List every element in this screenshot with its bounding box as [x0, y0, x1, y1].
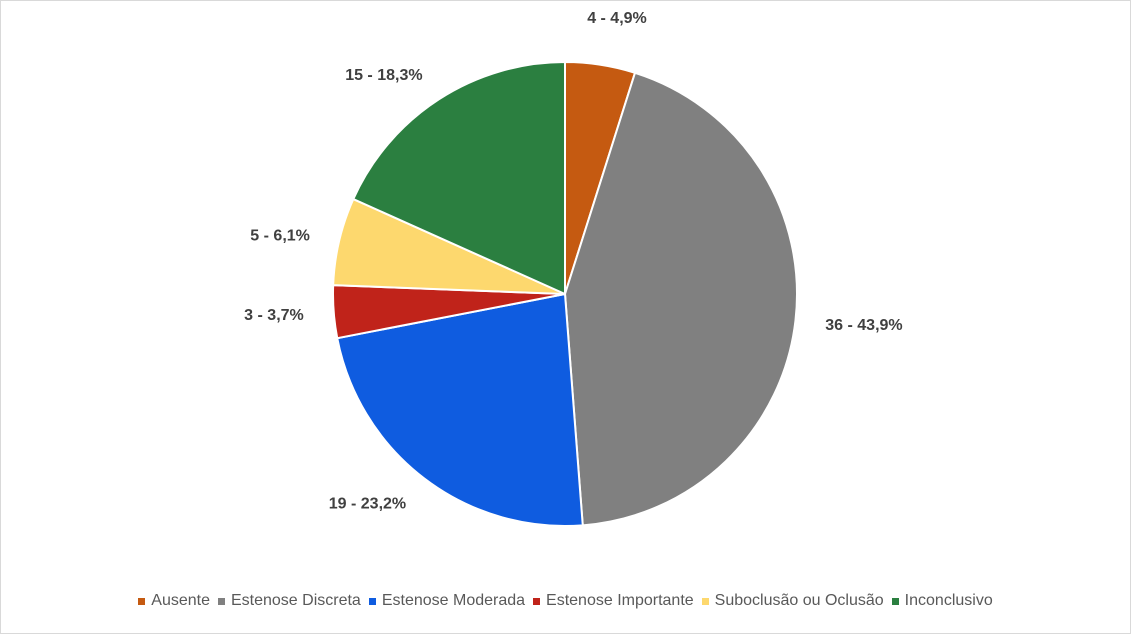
legend-label: Estenose Importante — [546, 592, 694, 609]
data-label-ausente: 4 - 4,9% — [587, 10, 647, 27]
data-labels: 4 - 4,9% 36 - 43,9% 19 - 23,2% 3 - 3,7% 5 - … — [244, 10, 902, 512]
legend-item-estenose-moderada: Estenose Moderada — [368, 592, 526, 610]
legend-item-inconclusivo: Inconclusivo — [891, 592, 993, 610]
legend-swatch — [217, 597, 225, 605]
data-label-inconclusivo: 15 - 18,3% — [345, 67, 422, 84]
legend: Ausente Estenose Discreta Estenose Moderad… — [0, 592, 1131, 610]
pie-slice-inconclusivo — [351, 60, 566, 296]
data-label-suboclusao-ou-oclusao: 5 - 6,1% — [250, 227, 310, 244]
legend-label: Estenose Moderada — [381, 592, 526, 609]
data-label-estenose-importante: 3 - 3,7% — [244, 307, 304, 324]
data-label-estenose-discreta: 36 - 43,9% — [825, 317, 902, 334]
legend-label: Suboclusão ou Oclusão — [714, 592, 884, 609]
legend-swatch — [138, 597, 146, 605]
pie-slice-estenose-moderada — [336, 292, 584, 527]
legend-label: Ausente — [151, 592, 210, 609]
legend-swatch — [368, 597, 376, 605]
legend-swatch — [701, 597, 709, 605]
legend-label: Inconclusivo — [904, 592, 993, 609]
legend-swatch — [891, 597, 899, 605]
legend-item-ausente: Ausente — [138, 592, 210, 610]
legend-item-suboclusao-ou-oclusao: Suboclusão ou Oclusão — [701, 592, 884, 610]
data-label-estenose-moderada: 19 - 23,2% — [329, 495, 406, 512]
legend-item-estenose-discreta: Estenose Discreta — [217, 592, 361, 610]
pie-slice-estenose-discreta — [563, 71, 798, 527]
legend-label: Estenose Discreta — [230, 592, 361, 609]
legend-item-estenose-importante: Estenose Importante — [533, 592, 694, 610]
legend-swatch — [533, 597, 541, 605]
pie-slices — [332, 60, 798, 527]
